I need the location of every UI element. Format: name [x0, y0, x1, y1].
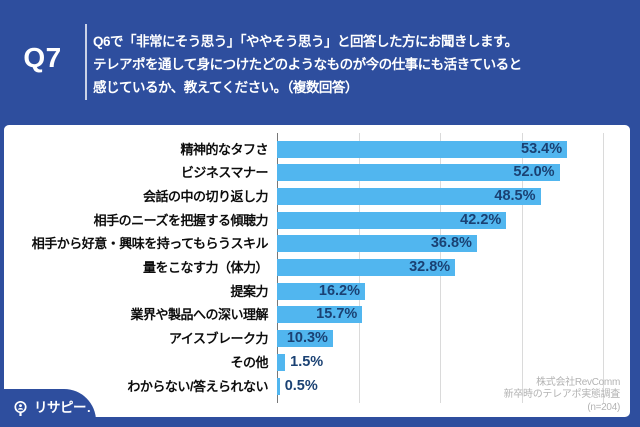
category-label: アイスブレーク力 — [169, 331, 268, 347]
value-label: 42.2% — [460, 211, 502, 228]
category-label: 相手のニーズを把握する傾聴力 — [93, 212, 269, 228]
chart-row: アイスブレーク力 10.3% — [4, 330, 630, 348]
value-label: 36.8% — [430, 235, 472, 252]
category-label: 提案力 — [230, 283, 268, 299]
header-divider — [85, 24, 87, 100]
bar: 32.8% — [277, 259, 456, 276]
question-line: Q6で「非常にそう思う」「ややそう思う」と回答した方にお聞きします。 — [93, 34, 518, 49]
bar: 1.5% — [277, 353, 323, 371]
question-line: テレアポを通して身につけたどのようなものが今の仕事にも活きていると — [93, 57, 522, 72]
bar-chart: 精神的なタフさ 53.4% ビジネスマナー 52.0% 会話の中の切り返し力 48.5% 相… — [4, 125, 630, 417]
category-label: ビジネスマナー — [180, 165, 269, 181]
risapi-logo: リサピー . — [0, 389, 96, 427]
chart-row: 相手のニーズを把握する傾聴力 42.2% — [4, 211, 630, 229]
bar: 53.4% — [277, 140, 568, 158]
logo-dot: . — [87, 400, 91, 415]
chart-row: その他 1.5% — [4, 353, 630, 371]
bar: 10.3% — [277, 330, 333, 348]
value-label: 53.4% — [521, 140, 563, 157]
value-label: 10.3% — [286, 330, 328, 347]
chart-row: 業界や製品への深い理解 15.7% — [4, 306, 630, 324]
question-text: Q6で「非常にそう思う」「ややそう思う」と回答した方にお聞きします。 テレアポを… — [93, 30, 573, 99]
chart-row: 精神的なタフさ 53.4% — [4, 140, 630, 158]
chart-row: 量をこなす力（体力） 32.8% — [4, 259, 630, 276]
chart-card: 精神的なタフさ 53.4% ビジネスマナー 52.0% 会話の中の切り返し力 48.5% 相… — [4, 125, 630, 417]
value-label: 32.8% — [409, 259, 451, 275]
value-label: 15.7% — [316, 306, 358, 323]
value-label: 1.5% — [290, 353, 324, 370]
bar: 42.2% — [277, 211, 507, 229]
value-label: 0.5% — [284, 377, 318, 394]
logo-wordmark: リサピー — [34, 400, 87, 415]
chart-row: わからない/答えられない 0.5% — [4, 377, 630, 395]
category-label: 会話の中の切り返し力 — [142, 188, 269, 204]
category-label: その他 — [230, 354, 268, 370]
chart-row: 会話の中の切り返し力 48.5% — [4, 187, 630, 205]
value-label: 52.0% — [513, 164, 555, 181]
bar: 0.5% — [277, 377, 318, 395]
chart-row: 相手から好意・興味を持ってもらうスキル 36.8% — [4, 235, 630, 253]
bar: 15.7% — [277, 306, 363, 324]
magnifier-icon — [13, 400, 30, 417]
value-label: 48.5% — [494, 187, 536, 204]
category-label: 業界や製品への深い理解 — [130, 307, 268, 323]
question-number: Q7 — [23, 42, 62, 73]
source-line: 新卒時のテレアポ実態調査 — [503, 389, 621, 400]
question-line: 感じているか、教えてください。（複数回答） — [93, 80, 358, 95]
value-label: 16.2% — [318, 282, 361, 299]
chart-row: 提案力 16.2% — [4, 282, 630, 300]
bar: 16.2% — [277, 282, 366, 300]
category-label: 相手から好意・興味を持ってもらうスキル — [31, 236, 269, 252]
bar: 52.0% — [277, 164, 560, 182]
category-label: わからない/答えられない — [127, 378, 268, 394]
source-note: 株式会社RevComm 新卒時のテレアポ実態調査 (n=204) — [503, 376, 621, 415]
gridline — [521, 133, 523, 403]
source-line: (n=204) — [587, 401, 620, 413]
bar: 48.5% — [277, 187, 541, 205]
bar: 36.8% — [277, 235, 477, 253]
category-label: 量をこなす力（体力） — [142, 260, 269, 275]
gridline — [603, 133, 604, 403]
category-label: 精神的なタフさ — [180, 141, 268, 157]
chart-row: ビジネスマナー 52.0% — [4, 164, 630, 182]
source-line: 株式会社RevComm — [536, 376, 620, 388]
